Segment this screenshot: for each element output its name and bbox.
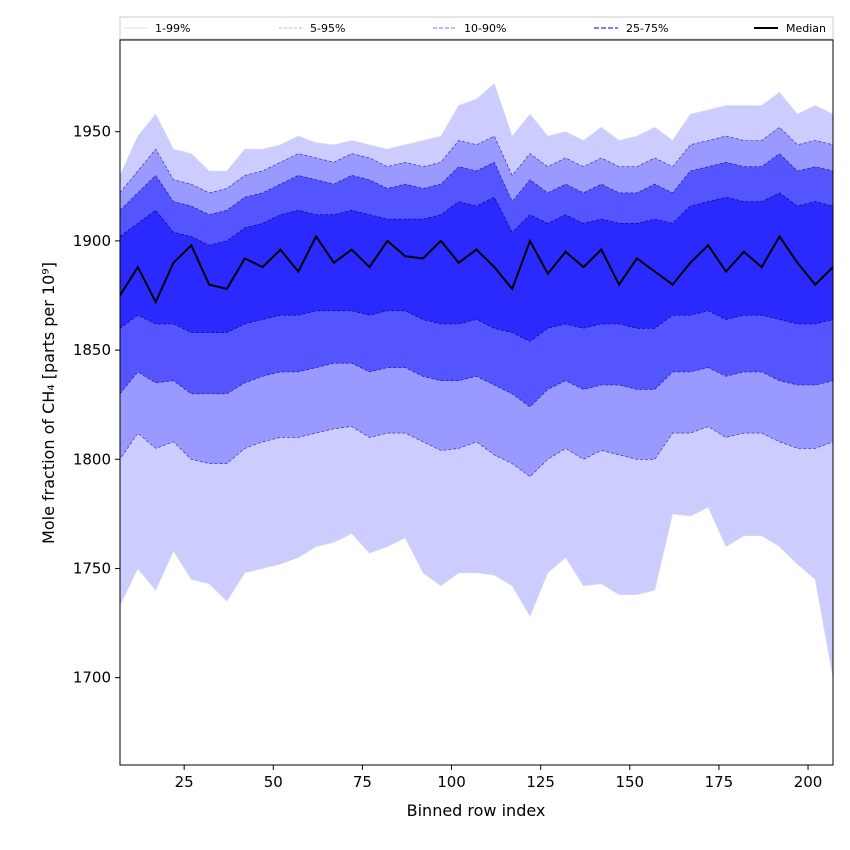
x-tick-label: 125 (526, 773, 555, 791)
x-axis: 25 50 75 100 125 150 175 200 (175, 765, 823, 791)
y-axis: 1700 1750 1800 1850 1900 1950 (73, 123, 120, 687)
band-25-75pct (120, 192, 833, 342)
y-tick-label: 1750 (73, 559, 111, 577)
y-tick-label: 1700 (73, 669, 111, 687)
median-layer (120, 234, 833, 305)
x-axis-title: Binned row index (407, 801, 546, 820)
y-tick-label: 1900 (73, 232, 111, 250)
y-tick-label: 1800 (73, 450, 111, 468)
x-tick-label: 75 (353, 773, 372, 791)
x-tick-label: 25 (175, 773, 194, 791)
legend-label: 1-99% (155, 22, 190, 35)
x-tick-label: 200 (794, 773, 823, 791)
legend-label: 25-75% (626, 22, 668, 35)
legend-label: 10-90% (464, 22, 506, 35)
y-tick-label: 1850 (73, 341, 111, 359)
y-tick-label: 1950 (73, 123, 111, 141)
x-tick-label: 175 (705, 773, 734, 791)
x-tick-label: 100 (437, 773, 466, 791)
median-line (120, 234, 833, 305)
x-tick-label: 50 (264, 773, 283, 791)
legend-label: 5-95% (310, 22, 345, 35)
band-layer (120, 83, 833, 678)
y-axis-title: Mole fraction of CH₄ [parts per 10⁹] (39, 262, 58, 544)
legend-box (119, 16, 834, 40)
x-tick-label: 150 (615, 773, 644, 791)
legend: 1-99% 5-95% 10-90% 25-75% Median (119, 16, 834, 40)
legend-label: Median (786, 22, 826, 35)
plot-frame (119, 39, 834, 766)
